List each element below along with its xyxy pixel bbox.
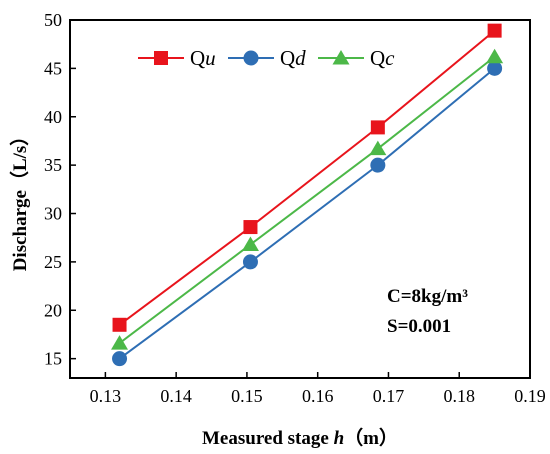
- legend-label-main: Q: [280, 46, 295, 70]
- legend-label-qd: Qd: [280, 46, 306, 70]
- y-tick-label: 50: [44, 10, 62, 30]
- data-point-qc: [486, 48, 504, 64]
- legend-label-qc: Qc: [370, 46, 395, 70]
- data-point-qd: [112, 351, 128, 367]
- x-tick-label: 0.14: [160, 386, 192, 406]
- y-tick-label: 30: [44, 204, 62, 224]
- y-axis-label: Discharge（L/s）: [8, 127, 31, 272]
- series-qc: [111, 48, 504, 350]
- legend-label-main: Q: [370, 46, 385, 70]
- legend-marker-qc: [332, 50, 350, 65]
- data-point-qu: [112, 317, 127, 332]
- x-tick-label: 0.17: [373, 386, 405, 406]
- legend: Qu Qd Qc: [138, 46, 395, 70]
- legend-label-subscript: d: [295, 46, 306, 70]
- data-point-qc: [241, 236, 259, 251]
- legend-entry-qu: Qu: [138, 46, 216, 70]
- series-qd: [112, 60, 503, 367]
- y-tick-label: 20: [44, 300, 62, 320]
- x-axis-label-variable: h: [334, 428, 345, 449]
- x-tick-label: 0.19: [514, 386, 546, 406]
- annotation-slope: S=0.001: [387, 316, 451, 337]
- data-point-qd: [487, 60, 503, 76]
- y-tick-label: 35: [44, 155, 62, 175]
- plot-frame: [69, 19, 531, 379]
- ticks-layer: 0.13 0.14 0.15 0.16 0.17 0.18 0.19 15 20 25 30 35 40…: [44, 10, 546, 406]
- y-tick-label: 15: [44, 349, 62, 369]
- x-tick-label: 0.15: [231, 386, 263, 406]
- data-point-qd: [370, 157, 386, 173]
- x-tick-label: 0.13: [90, 386, 122, 406]
- y-tick-label: 25: [44, 252, 62, 272]
- legend-label-qu: Qu: [190, 46, 216, 70]
- data-point-qu: [487, 23, 502, 38]
- legend-marker-qd: [243, 50, 259, 66]
- series-layer: [111, 23, 504, 367]
- legend-label-subscript: u: [205, 46, 216, 70]
- data-point-qc: [369, 140, 387, 156]
- y-tick-label: 45: [44, 58, 62, 78]
- data-point-qu: [243, 220, 258, 235]
- legend-marker-qu: [154, 51, 168, 65]
- y-tick-label: 40: [44, 107, 62, 127]
- x-tick-label: 0.18: [443, 386, 475, 406]
- x-axis-label: Measured stage h（m）: [202, 426, 398, 449]
- legend-entry-qd: Qd: [228, 46, 306, 70]
- series-line-qu: [118, 29, 496, 326]
- series-line-qd: [118, 67, 496, 360]
- annotation-concentration: C=8kg/m³: [387, 286, 468, 307]
- legend-label-main: Q: [190, 46, 205, 70]
- data-point-qc: [111, 335, 129, 350]
- x-tick-label: 0.16: [302, 386, 334, 406]
- legend-label-subscript: c: [385, 46, 395, 70]
- x-axis-label-unit: （m）: [344, 426, 398, 449]
- data-point-qd: [242, 254, 258, 270]
- series-line-qc: [118, 55, 496, 344]
- data-point-qu: [370, 120, 385, 135]
- series-qu: [112, 23, 502, 332]
- legend-entry-qc: Qc: [318, 46, 395, 70]
- x-axis-label-text: Measured stage: [202, 428, 334, 449]
